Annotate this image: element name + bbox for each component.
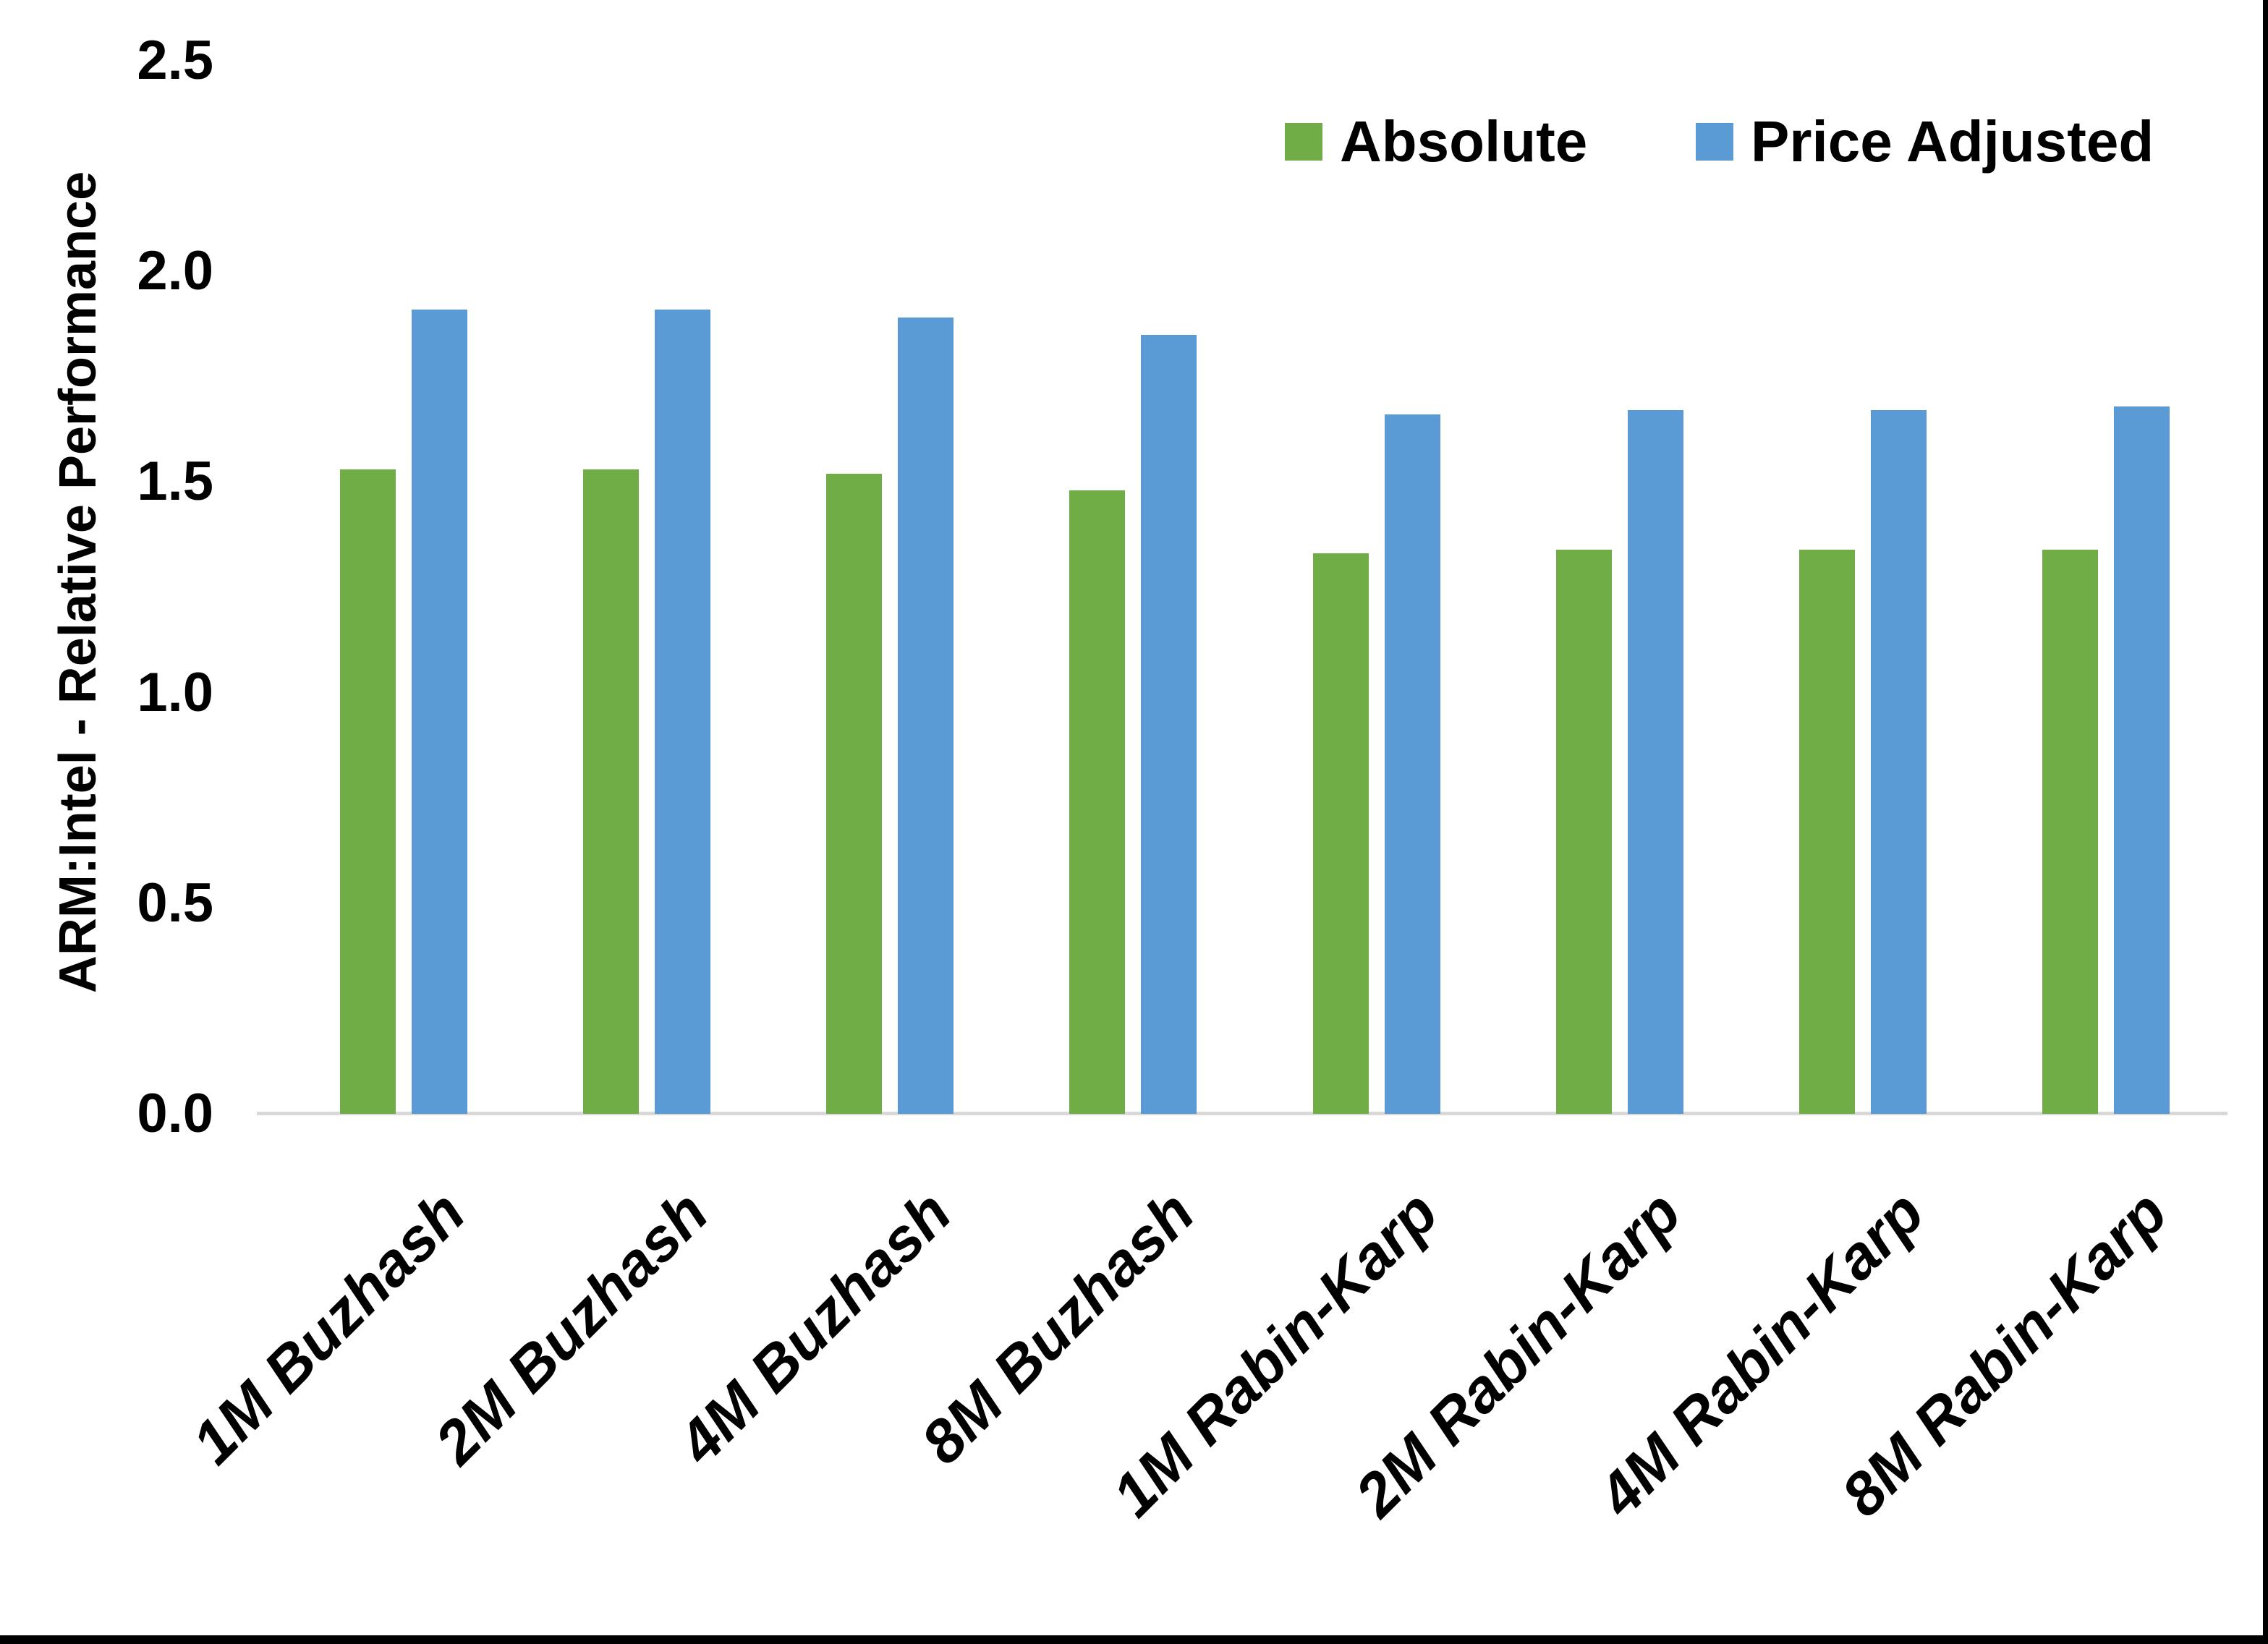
slide-edge-bottom [0, 1635, 2268, 1644]
bar-price-adjusted [1871, 410, 1927, 1114]
slide-edge-right [2263, 0, 2268, 1644]
bar-absolute [826, 474, 882, 1114]
y-axis-tick-label: 2.0 [137, 240, 213, 302]
bar-price-adjusted [412, 310, 467, 1114]
bar-price-adjusted [2114, 406, 2170, 1114]
y-axis-tick-label: 2.5 [137, 30, 213, 91]
y-axis-tick-label: 1.5 [137, 451, 213, 513]
legend-swatch-price-adjusted [1696, 123, 1733, 161]
bar-price-adjusted [898, 318, 954, 1114]
legend-swatch-absolute [1285, 123, 1322, 161]
bar-absolute [1799, 550, 1855, 1114]
y-axis-tick-label: 0.5 [137, 872, 213, 934]
legend-label-price-adjusted: Price Adjusted [1751, 109, 2154, 174]
bar-price-adjusted [655, 310, 710, 1114]
y-axis-tick-label: 1.0 [137, 661, 213, 723]
legend-item-absolute: Absolute [1285, 107, 1587, 176]
x-axis-line [257, 1112, 2227, 1115]
bar-absolute [1069, 490, 1125, 1114]
bar-price-adjusted [1628, 410, 1683, 1114]
legend-item-price-adjusted: Price Adjusted [1696, 107, 2154, 176]
bar-price-adjusted [1141, 335, 1197, 1114]
bar-absolute [2042, 550, 2098, 1114]
bar-absolute [1556, 550, 1612, 1114]
bar-absolute [1313, 553, 1369, 1114]
bar-absolute [583, 469, 639, 1114]
bar-absolute [340, 469, 396, 1114]
y-axis-tick-label: 0.0 [137, 1083, 213, 1144]
legend-label-absolute: Absolute [1340, 109, 1588, 174]
bar-price-adjusted [1385, 414, 1440, 1114]
y-axis-title: ARM:Intel - Relative Performance [49, 171, 107, 994]
